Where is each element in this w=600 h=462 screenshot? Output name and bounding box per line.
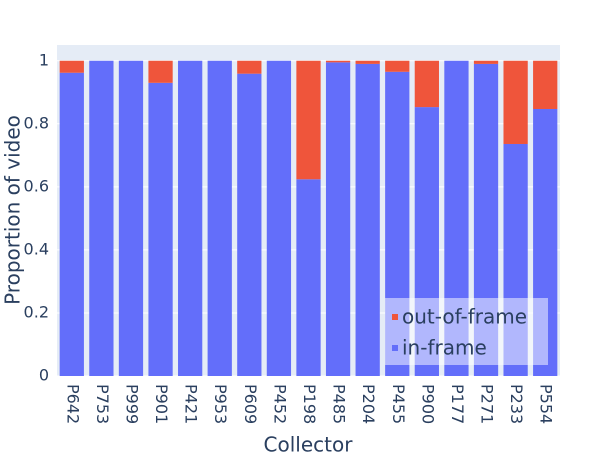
- bar-segment: [296, 60, 321, 180]
- bar-segment: [118, 60, 144, 377]
- bar-segment: [473, 60, 499, 64]
- bar-segment: [296, 179, 321, 376]
- y-axis-title: Proportion of video: [1, 115, 25, 305]
- x-tick-label: P901: [152, 384, 171, 424]
- legend-swatch: [392, 345, 398, 351]
- bar-segment: [89, 60, 114, 377]
- legend-swatch: [392, 314, 398, 320]
- bar-segment: [207, 60, 232, 377]
- bar-segment: [59, 72, 84, 376]
- bar-segment: [178, 60, 203, 377]
- x-tick-label: P642: [63, 384, 82, 424]
- y-tick-label: 0.6: [24, 176, 49, 195]
- legend-label: out-of-frame: [402, 305, 527, 329]
- x-tick-label: P753: [93, 384, 112, 424]
- bar-segment: [533, 60, 558, 109]
- bar-segment: [148, 82, 173, 376]
- legend-box: [385, 298, 548, 365]
- bar-segment: [355, 63, 380, 377]
- x-tick-label: P177: [448, 384, 467, 424]
- y-tick-label: 1: [39, 50, 49, 69]
- bar-segment: [503, 60, 528, 144]
- x-tick-label: P455: [389, 384, 408, 424]
- y-tick-label: 0.8: [24, 113, 49, 132]
- bar-segment: [355, 60, 380, 64]
- y-tick-label: 0: [39, 366, 49, 385]
- x-tick-label: P233: [507, 384, 526, 424]
- x-axis-title: Collector: [264, 433, 354, 457]
- x-tick-label: P900: [418, 384, 437, 424]
- bar-segment: [237, 60, 262, 74]
- x-tick-label: P198: [300, 384, 319, 424]
- x-tick-label: P204: [359, 384, 378, 424]
- y-tick-label: 0.4: [24, 239, 49, 258]
- bar-segment: [325, 62, 351, 376]
- x-tick-label: P485: [330, 384, 349, 424]
- x-tick-label: P271: [478, 384, 497, 424]
- y-tick-label: 0.2: [24, 302, 49, 321]
- bar-segment: [59, 60, 84, 73]
- bar-segment: [266, 60, 292, 377]
- x-tick-label: P609: [241, 384, 260, 424]
- bar-segment: [148, 60, 173, 83]
- bar-segment: [325, 60, 351, 63]
- x-tick-label: P554: [537, 384, 556, 424]
- x-tick-label: P452: [270, 384, 289, 424]
- x-tick-label: P999: [122, 384, 141, 424]
- x-tick-label: P953: [211, 384, 230, 424]
- bar-segment: [414, 60, 439, 108]
- legend-label: in-frame: [402, 336, 487, 360]
- bar-segment: [237, 73, 262, 376]
- x-tick-label: P421: [182, 384, 201, 424]
- bar-segment: [385, 60, 410, 72]
